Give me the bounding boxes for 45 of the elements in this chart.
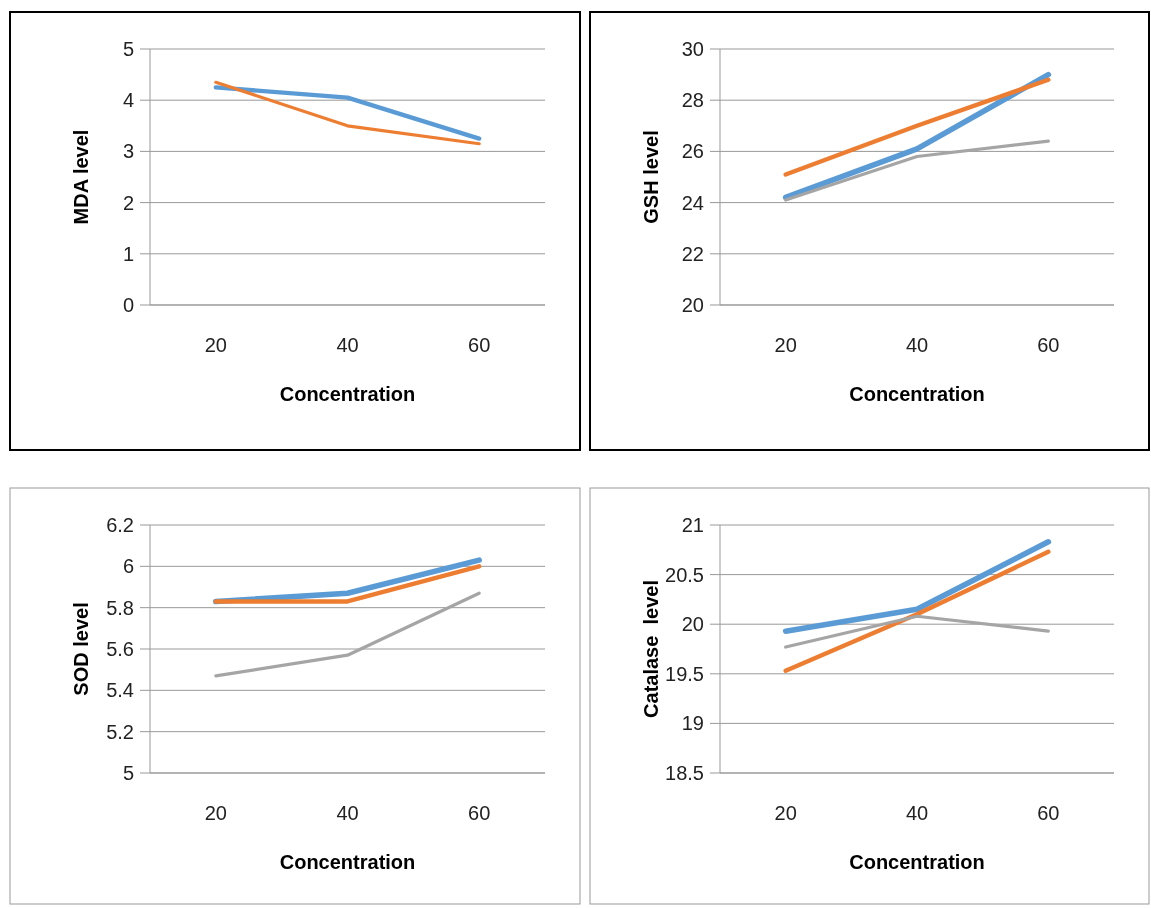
x-tick-label: 20: [774, 802, 797, 824]
y-tick-label: 20.5: [665, 563, 704, 586]
y-tick-label: 5.6: [106, 638, 134, 660]
y-tick-label: 28: [681, 89, 704, 112]
y-tick-label: 20: [681, 294, 704, 316]
x-tick-label: 40: [905, 802, 929, 824]
y-axis-title: SOD level: [70, 602, 92, 696]
x-tick-label: 60: [468, 334, 491, 356]
y-axis-title: Catalase level: [640, 580, 662, 718]
x-tick-label: 40: [905, 334, 929, 356]
x-axis-title: Concentration: [279, 851, 416, 873]
y-tick-label: 20: [681, 613, 704, 636]
y-tick-label: 5.4: [106, 679, 134, 702]
x-axis-title: Concentration: [279, 383, 416, 405]
x-tick-label: 60: [468, 802, 491, 824]
y-tick-label: 3: [122, 140, 134, 163]
y-tick-label: 22: [681, 242, 704, 265]
y-tick-label: 5: [122, 38, 134, 60]
y-tick-label: 21: [681, 514, 704, 536]
y-tick-label: 26: [681, 140, 704, 163]
y-tick-label: 5: [122, 762, 134, 784]
y-tick-label: 18.5: [665, 762, 704, 784]
y-tick-label: 6.2: [106, 514, 134, 536]
x-tick-label: 40: [336, 334, 359, 356]
y-tick-label: 6: [122, 555, 134, 578]
x-axis-title: Concentration: [849, 851, 985, 873]
x-tick-label: 60: [1037, 334, 1060, 356]
y-tick-label: 1: [122, 242, 134, 265]
y-tick-label: 0: [122, 294, 134, 316]
x-tick-label: 60: [1037, 802, 1060, 824]
y-tick-label: 4: [122, 89, 134, 112]
y-axis-title: GSH level: [640, 130, 662, 224]
y-tick-label: 19: [681, 712, 704, 735]
y-tick-label: 2: [122, 191, 134, 214]
x-tick-label: 20: [774, 334, 797, 356]
x-tick-label: 20: [204, 802, 227, 824]
x-tick-label: 40: [336, 802, 359, 824]
x-tick-label: 20: [204, 334, 227, 356]
y-tick-label: 30: [681, 38, 704, 60]
y-axis-title: MDA level: [70, 129, 92, 225]
y-tick-label: 24: [681, 191, 704, 214]
y-tick-label: 19.5: [665, 662, 704, 685]
x-axis-title: Concentration: [849, 383, 985, 405]
y-tick-label: 5.2: [106, 720, 134, 743]
y-tick-label: 5.8: [106, 596, 134, 619]
